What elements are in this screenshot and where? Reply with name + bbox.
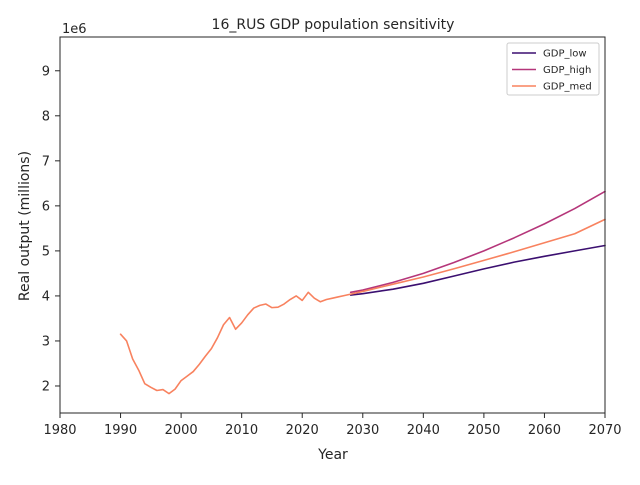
x-axis-label: Year [317,447,348,463]
y-axis-label: Real output (millions) [17,151,33,301]
y-tick-label: 9 [42,64,50,79]
y-tick-label: 7 [42,154,50,169]
x-tick-label: 1990 [104,423,137,438]
x-tick-label: 2070 [588,423,621,438]
y-tick-label: 6 [42,199,50,214]
series-line-GDP_high [349,190,606,294]
chart-title: 16_RUS GDP population sensitivity [212,17,455,33]
legend-label-GDP_med: GDP_med [543,82,592,93]
y-tick-label: 2 [42,379,50,394]
legend: GDP_low GDP_high GDP_med [506,42,600,96]
legend-label-GDP_low: GDP_low [543,49,587,60]
y-offset-label: 1e6 [62,22,87,37]
plot-frame [59,36,606,414]
x-tick-label: 1980 [43,423,76,438]
y-tick-label: 8 [42,109,50,124]
series-line-GDP_med [119,218,606,395]
x-tick-label: 2050 [467,423,500,438]
x-tick-label: 2020 [286,423,319,438]
y-tick-label: 3 [42,334,50,349]
x-tick-label: 2010 [225,423,258,438]
y-tick-label: 4 [42,289,50,304]
legend-label-GDP_high: GDP_high [543,65,591,76]
x-tick-label: 2030 [346,423,379,438]
x-tick-label: 2040 [407,423,440,438]
series-line-GDP_low [349,244,606,296]
y-tick-label: 5 [42,244,50,259]
x-tick-label: 2000 [165,423,198,438]
legend-box [506,42,600,96]
x-tick-label: 2060 [528,423,561,438]
